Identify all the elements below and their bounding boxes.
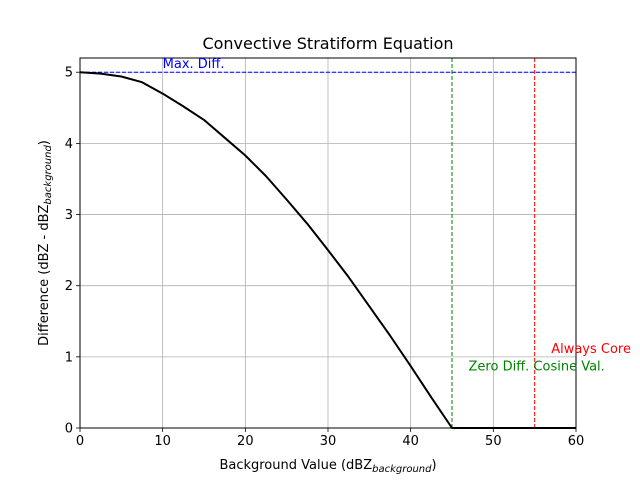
x-axis: 0 10 20 30 40 50 60 (76, 428, 584, 449)
x-tick-label: 0 (76, 434, 84, 449)
y-tick-label: 3 (65, 208, 73, 223)
x-axis-label-subscript: background (372, 464, 432, 475)
y-tick-label: 0 (65, 422, 73, 437)
y-tick-label: 2 (65, 279, 73, 294)
x-tick-label: 10 (154, 434, 171, 449)
x-tick-label: 30 (320, 434, 337, 449)
y-axis-label: Difference (dBZ - dBZbackground) (37, 140, 54, 346)
y-tick-label: 1 (65, 350, 73, 365)
annotation-label: Max. Diff. (163, 57, 225, 72)
x-axis-label-main: Background Value (dBZ (219, 458, 372, 473)
y-axis-label-close: ) (37, 140, 52, 145)
x-axis-label: Background Value (dBZbackground) (219, 458, 436, 475)
x-axis-label-close: ) (431, 458, 436, 473)
y-axis: 0 1 2 3 4 5 (65, 66, 80, 437)
annotation-label: Zero Diff. Cosine Val. (469, 360, 605, 375)
y-tick-label: 5 (65, 66, 73, 81)
x-tick-label: 20 (237, 434, 254, 449)
chart-title: Convective Stratiform Equation (202, 34, 453, 53)
x-tick-label: 50 (485, 434, 502, 449)
y-axis-label-main: Difference (dBZ - dBZ (37, 204, 52, 345)
y-axis-label-subscript: background (43, 145, 54, 205)
reference-lines (80, 58, 576, 428)
x-tick-label: 40 (402, 434, 419, 449)
y-tick-label: 4 (65, 137, 73, 152)
annotations: Max. Diff. Zero Diff. Cosine Val. Always C… (163, 57, 631, 374)
x-tick-label: 60 (568, 434, 585, 449)
annotation-label: Always Core (551, 342, 631, 357)
